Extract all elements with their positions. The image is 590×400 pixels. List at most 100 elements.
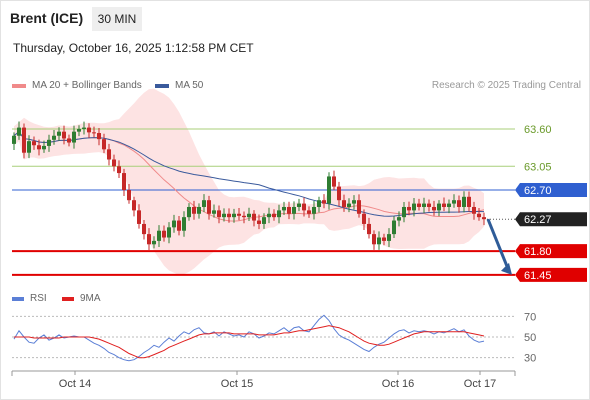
- candle: [27, 135, 31, 159]
- candles-layer: [12, 121, 486, 251]
- candle-body: [422, 203, 426, 207]
- candle: [422, 197, 426, 214]
- candle-body: [367, 223, 371, 235]
- candle-body: [477, 213, 481, 218]
- candle: [462, 191, 466, 213]
- candle: [17, 121, 21, 140]
- candle: [22, 123, 26, 159]
- candle-body: [242, 215, 246, 218]
- candle: [332, 170, 336, 191]
- candle-body: [42, 145, 46, 150]
- candle-body: [362, 213, 366, 224]
- candle: [97, 128, 101, 146]
- candle: [377, 231, 381, 250]
- candle-body: [87, 127, 91, 133]
- candle: [242, 211, 246, 224]
- candle-body: [277, 210, 281, 218]
- candle-body: [347, 203, 351, 207]
- candle-body: [137, 210, 141, 224]
- candle-body: [172, 220, 176, 228]
- candle: [452, 194, 456, 208]
- candle: [137, 204, 141, 229]
- candle-body: [377, 237, 381, 245]
- candle: [112, 154, 116, 172]
- forecast-arrow-shaft: [486, 218, 510, 270]
- candle-body: [417, 203, 421, 207]
- candle: [392, 216, 396, 238]
- candle: [132, 196, 136, 217]
- candle: [327, 172, 331, 210]
- timeframe-badge[interactable]: 30 MIN: [92, 7, 142, 31]
- candle: [352, 195, 356, 210]
- candle-body: [452, 200, 456, 204]
- legend-9ma: 9MA: [62, 293, 101, 304]
- candle-body: [102, 139, 106, 150]
- candle: [362, 209, 366, 231]
- candle: [237, 207, 241, 221]
- levels-layer: [12, 128, 515, 276]
- candle-body: [482, 217, 486, 220]
- candle-body: [127, 190, 131, 201]
- legend-swatch-9ma: [62, 296, 74, 301]
- candle-body: [97, 133, 101, 140]
- candle-body: [217, 210, 221, 218]
- candle: [447, 199, 451, 214]
- candle-body: [92, 132, 96, 134]
- candle-body: [52, 135, 56, 140]
- candle-body: [307, 210, 311, 214]
- candle-body: [82, 127, 86, 129]
- candle-body: [117, 166, 121, 174]
- candle: [347, 198, 351, 213]
- rsi-layer: 70 50 30: [12, 311, 536, 365]
- candle-body: [467, 196, 471, 207]
- candle: [32, 136, 36, 150]
- x-tick-label: Oct 16: [382, 378, 414, 390]
- candle-body: [57, 131, 61, 136]
- candle: [257, 214, 261, 230]
- candle-body: [432, 206, 436, 211]
- candle-body: [227, 213, 231, 218]
- candle: [367, 217, 371, 239]
- legend-ma50: MA 50: [155, 80, 203, 91]
- candle-body: [447, 203, 451, 207]
- candle-body: [267, 213, 271, 218]
- candle-body: [72, 131, 76, 143]
- candle-body: [32, 141, 36, 146]
- candle: [117, 160, 121, 178]
- axis-layer: Oct 14 Oct 15 Oct 16 Oct 17: [11, 370, 516, 390]
- candle: [187, 203, 191, 221]
- candle: [412, 198, 416, 217]
- candle: [222, 208, 226, 222]
- candle-body: [322, 200, 326, 204]
- candle: [52, 130, 56, 145]
- candle: [442, 197, 446, 212]
- candle-body: [372, 234, 376, 245]
- candle: [297, 198, 301, 212]
- candle-body: [62, 131, 66, 139]
- candle: [282, 201, 286, 216]
- candle-body: [337, 186, 341, 201]
- candle-body: [247, 213, 251, 218]
- candle: [162, 225, 166, 242]
- x-tick-label: Oct 14: [59, 378, 91, 390]
- candle: [182, 211, 186, 237]
- candle: [67, 134, 71, 147]
- candle-body: [327, 176, 331, 204]
- legend-swatch-ma20: [12, 83, 26, 88]
- candle-body: [442, 203, 446, 207]
- candle: [77, 125, 81, 137]
- candle-body: [462, 196, 466, 207]
- price-tag-bg-61.45: [515, 267, 587, 282]
- candle: [172, 214, 176, 233]
- candle: [207, 195, 211, 220]
- candle: [147, 228, 151, 251]
- candle: [157, 225, 161, 248]
- candle: [87, 123, 91, 138]
- candle-body: [182, 217, 186, 231]
- candle: [107, 143, 111, 166]
- rsi-series-9ma: [14, 325, 485, 359]
- candle: [437, 200, 441, 217]
- candle: [372, 230, 376, 250]
- candle-body: [192, 206, 196, 214]
